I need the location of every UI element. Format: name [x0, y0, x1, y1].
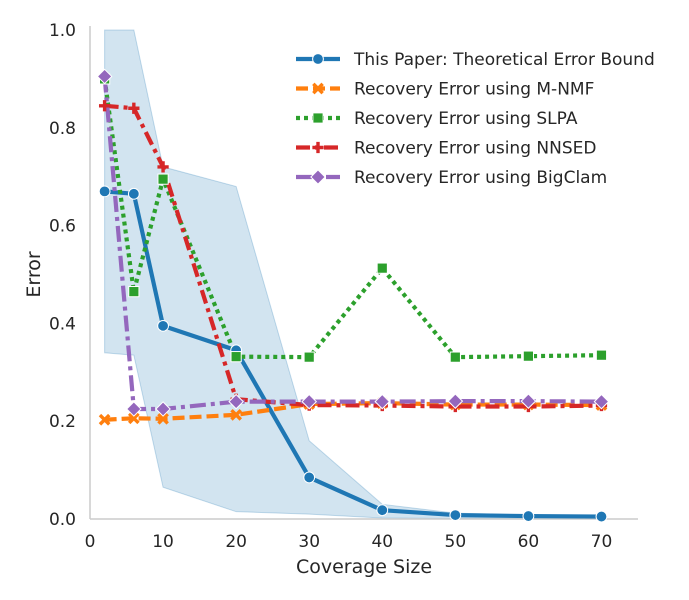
legend-marker	[312, 141, 324, 154]
data-point-series-1	[449, 509, 462, 521]
y-tick-label: 0.0	[49, 510, 76, 530]
y-tick-label: 0.8	[49, 119, 76, 139]
data-point-series-2	[157, 412, 169, 425]
data-point-series-2	[98, 413, 111, 426]
legend-marker	[310, 169, 326, 185]
y-tick-label: 0.4	[49, 314, 76, 334]
y-axis-label: Error	[23, 251, 45, 298]
confidence-band-layer	[104, 29, 602, 520]
y-tick-label: 0.2	[49, 412, 76, 432]
x-axis-label: Coverage Size	[296, 556, 432, 578]
x-tick-label: 30	[298, 532, 320, 552]
data-point-series-4	[157, 161, 169, 173]
confidence-band	[104, 29, 602, 520]
x-tick-label: 20	[225, 532, 247, 552]
data-point-series-3	[449, 351, 461, 363]
data-point-series-3	[128, 286, 140, 298]
x-tick-label: 60	[518, 532, 540, 552]
data-point-series-1	[376, 504, 389, 517]
x-tick-label: 70	[591, 532, 613, 552]
data-point-series-1	[157, 319, 169, 332]
data-point-series-3	[595, 349, 608, 361]
data-point-series-5	[155, 401, 171, 417]
legend-entry: Recovery Error using NNSED	[354, 139, 596, 159]
data-point-series-3	[376, 262, 388, 274]
data-point-series-3	[522, 350, 534, 362]
data-point-series-5	[96, 68, 113, 85]
x-tick-label: 50	[445, 532, 467, 552]
data-point-series-4	[128, 102, 140, 114]
legend-entry: Recovery Error using BigClam	[354, 168, 607, 188]
x-tick-label: 10	[152, 532, 174, 552]
data-point-series-5	[228, 393, 244, 410]
data-point-series-2	[230, 408, 242, 421]
y-tick-label: 0.6	[49, 217, 76, 237]
data-point-series-5	[447, 393, 464, 409]
data-point-series-3	[230, 351, 242, 363]
series-line-5	[102, 76, 602, 412]
data-point-series-4	[98, 100, 111, 112]
legend: This Paper: Theoretical Error Bound Recov…	[296, 50, 655, 188]
legend-marker	[312, 112, 324, 124]
axes	[89, 26, 638, 520]
legend-marker	[312, 82, 324, 95]
data-point-series-1	[303, 471, 316, 484]
legend-entry: This Paper: Theoretical Error Bound	[353, 50, 655, 70]
data-point-series-3	[157, 173, 169, 185]
x-tick-labels: 0 10 20 30 40 50 60 70	[85, 532, 613, 552]
data-point-series-1	[127, 187, 140, 200]
y-tick-labels: 0.0 0.2 0.4 0.6 0.8 1.0	[49, 21, 76, 530]
x-tick-label: 0	[85, 532, 96, 552]
y-tick-label: 1.0	[49, 21, 76, 41]
data-point-series-5	[520, 393, 537, 409]
x-tick-label: 40	[371, 532, 393, 552]
data-point-series-1	[595, 510, 608, 523]
series-markers	[96, 68, 610, 523]
legend-entry: Recovery Error using M-NMF	[354, 80, 594, 100]
legend-entry: Recovery Error using SLPA	[354, 109, 578, 129]
data-point-series-3	[303, 351, 315, 363]
data-point-series-2	[127, 412, 140, 425]
data-point-series-5	[593, 393, 610, 410]
data-point-series-5	[301, 393, 318, 410]
data-point-series-5	[126, 401, 142, 417]
legend-marker	[312, 53, 324, 65]
data-point-series-1	[522, 510, 535, 522]
data-point-series-5	[374, 393, 391, 410]
data-point-series-1	[98, 185, 111, 198]
